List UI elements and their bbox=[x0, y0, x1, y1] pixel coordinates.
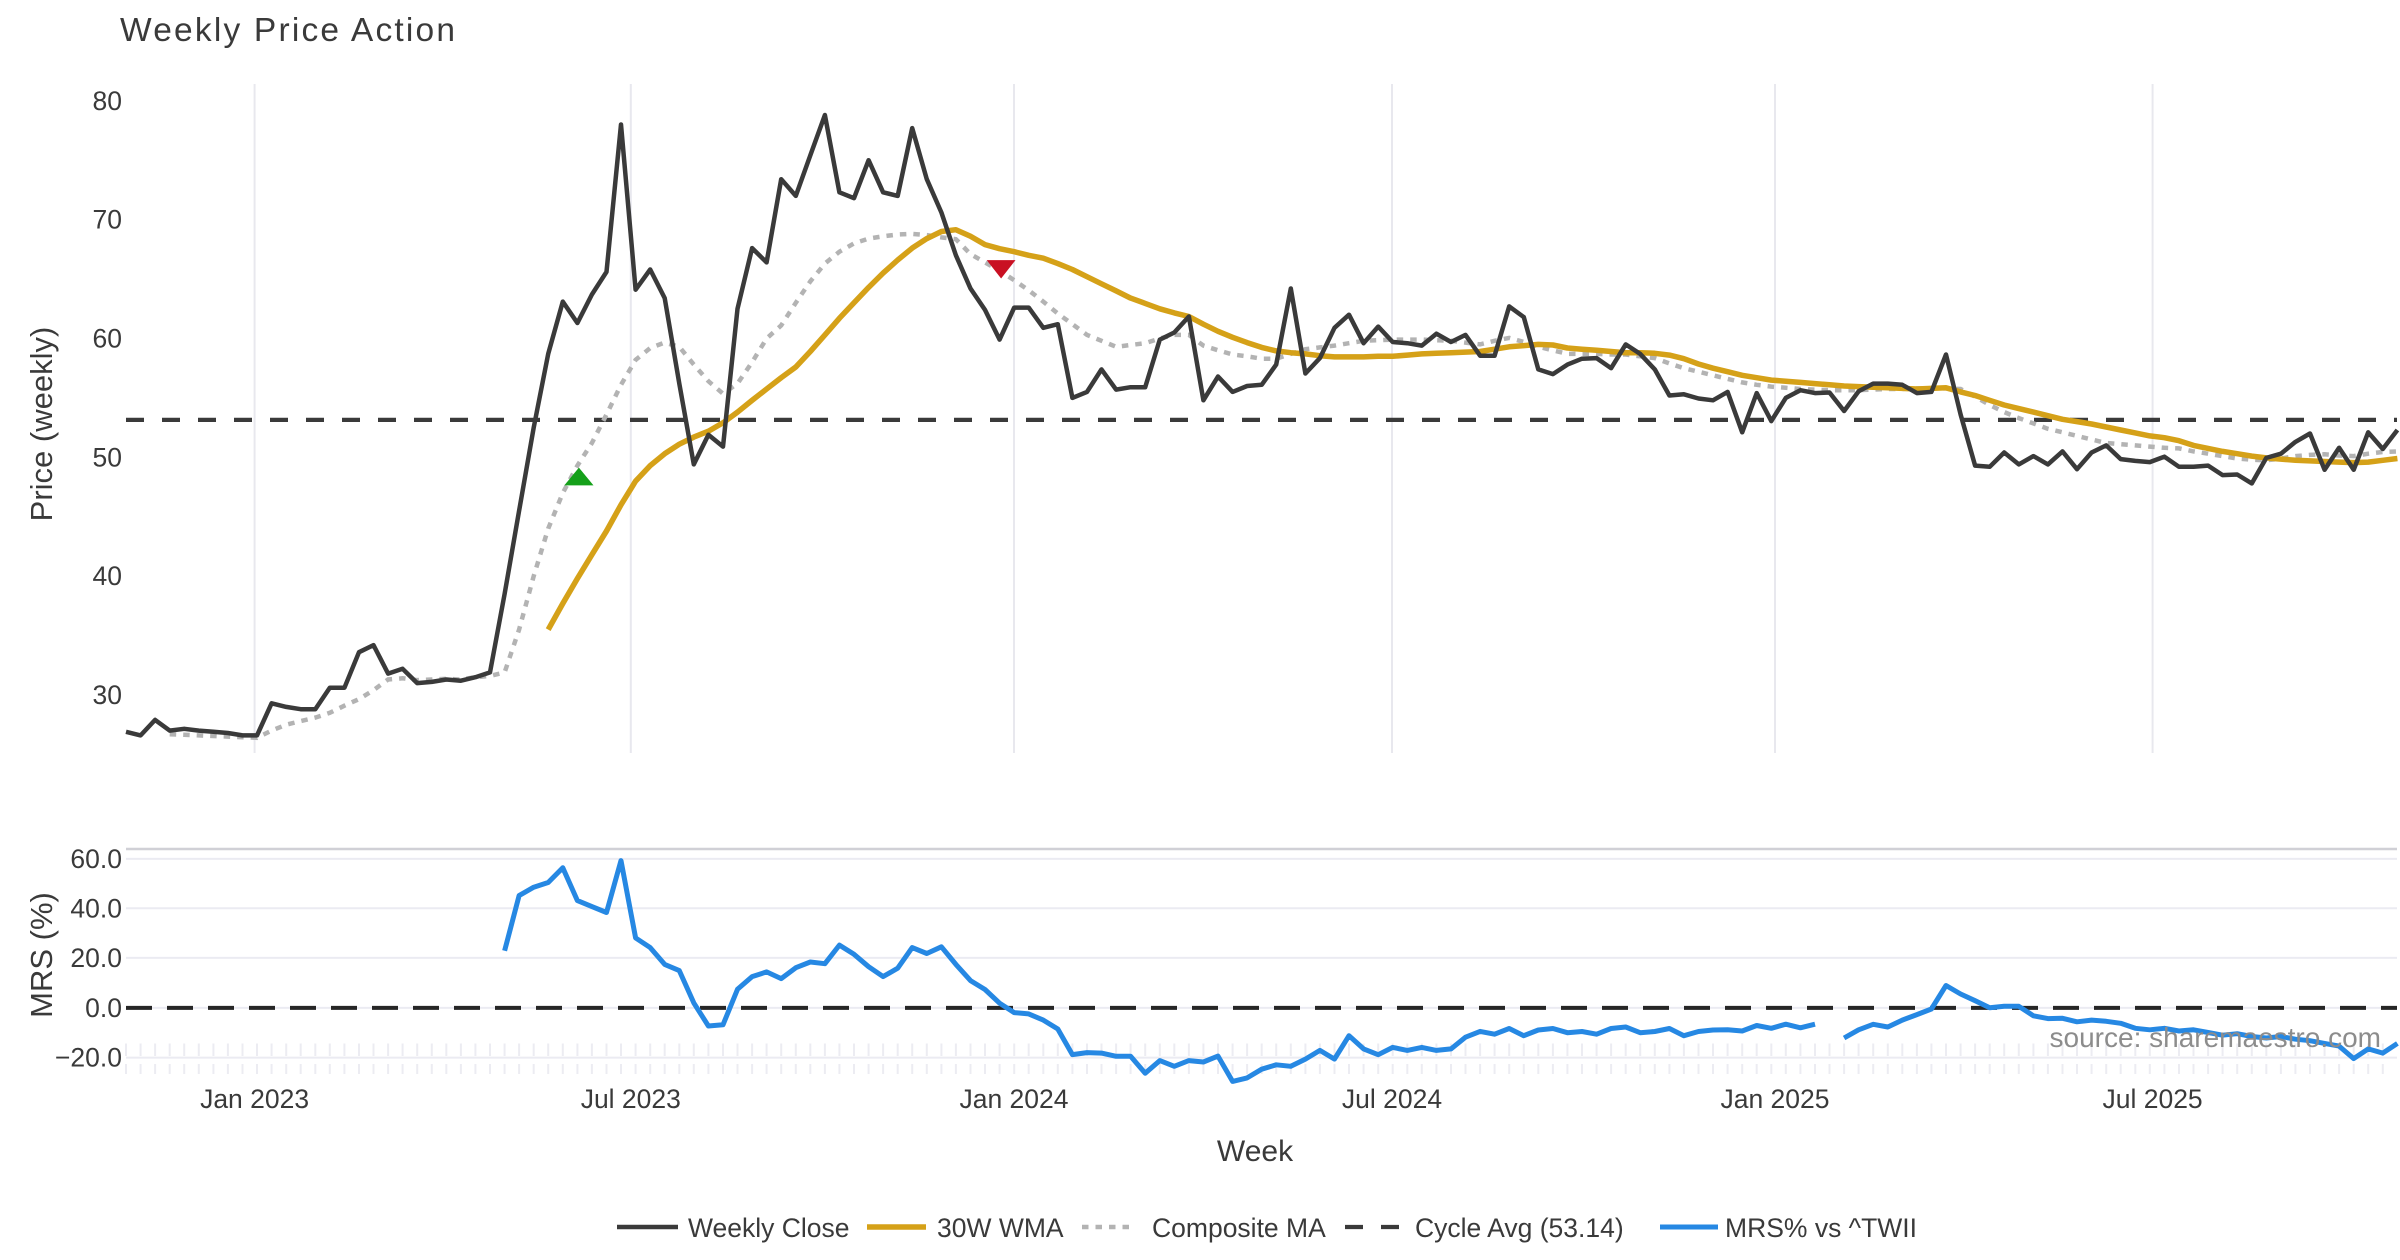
svg-text:Cycle Avg (53.14): Cycle Avg (53.14) bbox=[1415, 1213, 1624, 1243]
svg-text:Week: Week bbox=[1217, 1135, 1294, 1168]
svg-text:30: 30 bbox=[93, 680, 122, 710]
svg-text:Jul 2023: Jul 2023 bbox=[581, 1084, 681, 1114]
svg-text:40.0: 40.0 bbox=[70, 894, 122, 924]
svg-text:80: 80 bbox=[93, 86, 122, 116]
svg-text:Jul 2025: Jul 2025 bbox=[2102, 1084, 2202, 1114]
svg-text:Weekly Price Action: Weekly Price Action bbox=[120, 12, 457, 49]
svg-text:Jan 2023: Jan 2023 bbox=[200, 1084, 309, 1114]
svg-text:70: 70 bbox=[93, 205, 122, 235]
svg-text:0.0: 0.0 bbox=[85, 993, 122, 1023]
svg-text:20.0: 20.0 bbox=[70, 943, 122, 973]
svg-text:60.0: 60.0 bbox=[70, 844, 122, 874]
svg-text:Composite MA: Composite MA bbox=[1152, 1213, 1326, 1243]
svg-text:40: 40 bbox=[93, 561, 122, 591]
svg-text:−20.0: −20.0 bbox=[55, 1043, 122, 1073]
svg-text:Price (weekly): Price (weekly) bbox=[24, 327, 59, 522]
svg-text:60: 60 bbox=[93, 324, 122, 354]
svg-text:Weekly Close: Weekly Close bbox=[688, 1213, 850, 1243]
svg-text:Jul 2024: Jul 2024 bbox=[1342, 1084, 1442, 1114]
svg-text:Jan 2024: Jan 2024 bbox=[959, 1084, 1068, 1114]
svg-text:Jan 2025: Jan 2025 bbox=[1720, 1084, 1829, 1114]
svg-text:MRS (%): MRS (%) bbox=[24, 892, 59, 1018]
svg-text:source: sharemaestro.com: source: sharemaestro.com bbox=[2050, 1022, 2381, 1053]
svg-text:MRS% vs ^TWII: MRS% vs ^TWII bbox=[1725, 1213, 1917, 1243]
svg-text:50: 50 bbox=[93, 442, 122, 472]
svg-text:30W WMA: 30W WMA bbox=[937, 1213, 1064, 1243]
